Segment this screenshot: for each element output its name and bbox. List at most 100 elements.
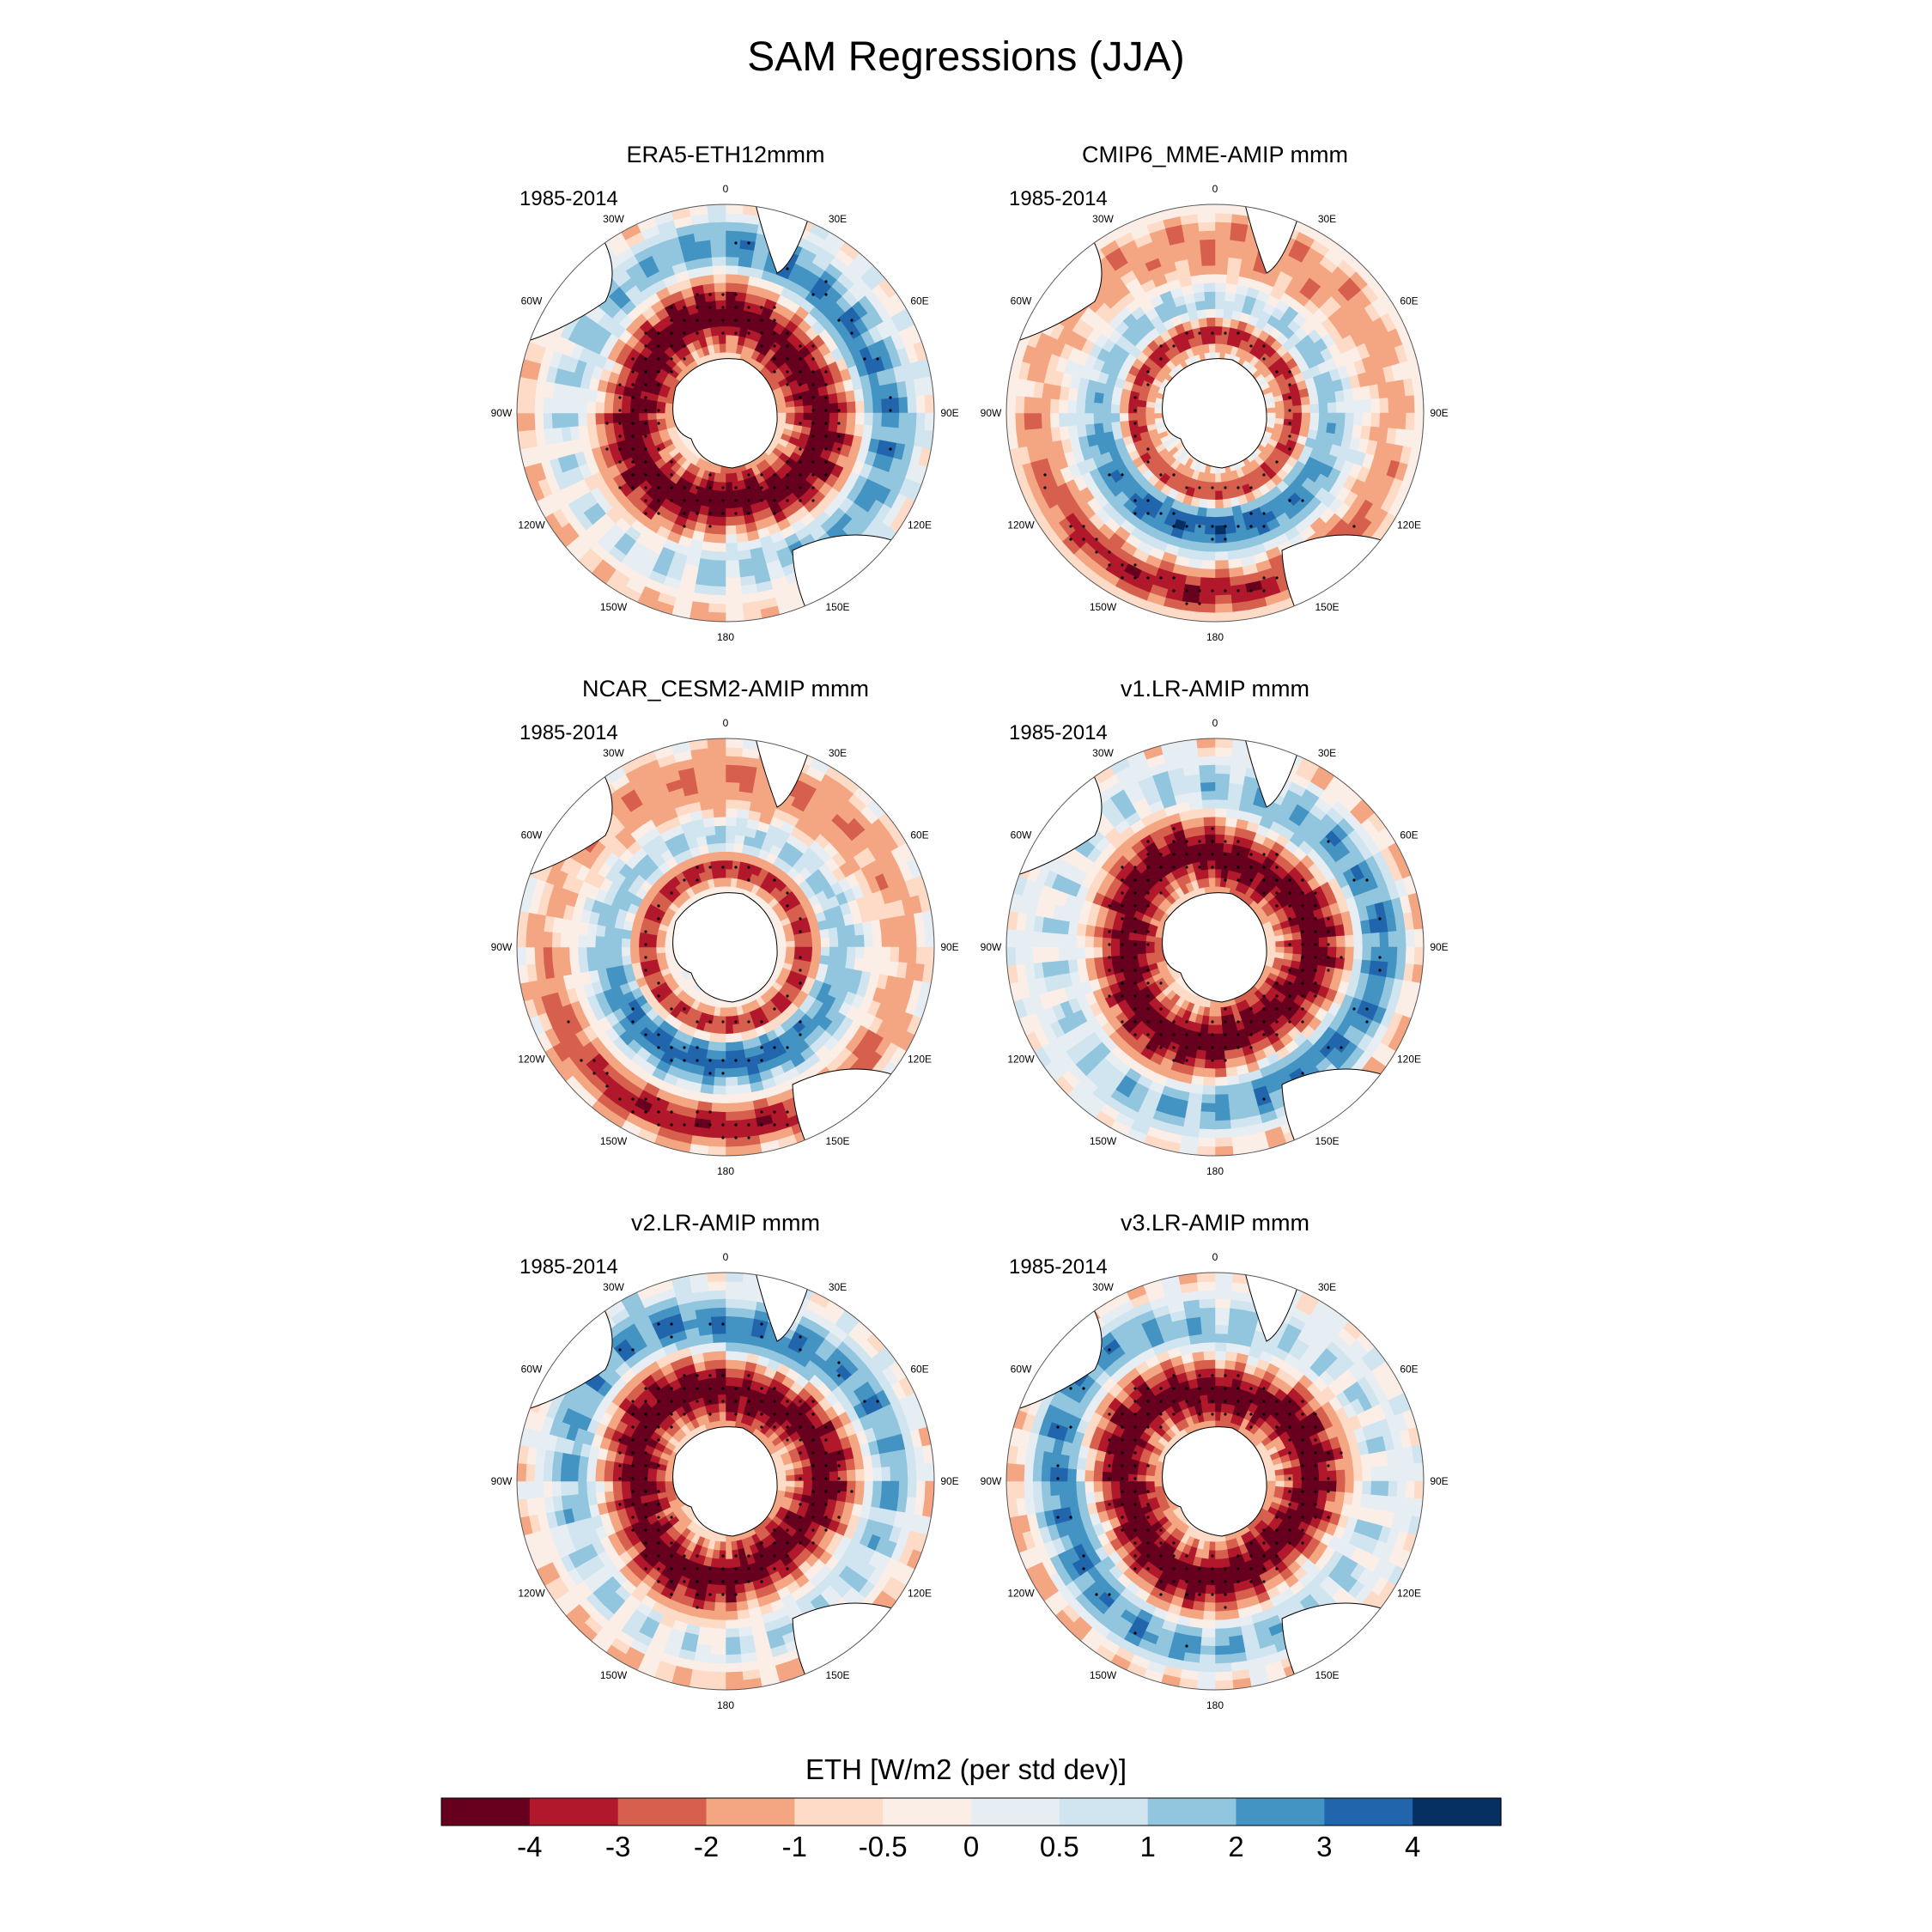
longitude-label: 180 [1206,631,1224,643]
period-label: 1985-2014 [1009,1255,1108,1279]
south-africa [755,1273,812,1342]
longitude-label: 90E [1430,1475,1448,1487]
longitude-label: 90E [1430,941,1448,953]
longitude-label: 180 [1206,1699,1224,1711]
longitude-label: 90W [491,941,513,953]
panel-title: v2.LR-AMIP mmm [631,1210,820,1236]
map-panel: 0 30E 60E 90E 120E 150E 180 150W 120W 90W 60W 30W 19… [491,142,959,643]
longitude-label: 150W [600,601,628,613]
colorbar-tick-label: 1 [1140,1831,1156,1862]
map-panel: 0 30E 60E 90E 120E 150E 180 150W 120W 90W 60W 30W 19… [491,1210,959,1711]
colorbar-swatch [971,1798,1060,1826]
longitude-label: 60E [1400,295,1418,307]
australia [792,1602,933,1690]
longitude-label: 60W [1011,829,1032,841]
longitude-label: 0 [723,717,729,729]
longitude-label: 90E [940,941,958,953]
colorbar-frame [440,1797,1502,1826]
longitude-label: 60E [910,295,928,307]
longitude-label: 120E [1397,1054,1421,1066]
colorbar-swatch [706,1798,795,1826]
significance-stipple [567,866,841,1139]
longitude-label: 120W [1007,1588,1035,1600]
map-panel: 0 30E 60E 90E 120E 150E 180 150W 120W 90W 60W 30W 19… [981,142,1449,643]
panel-title: v1.LR-AMIP mmm [1121,676,1309,702]
colorbar-tick-label: 0.5 [1040,1831,1079,1862]
antarctica [672,892,778,1003]
longitude-label: 150W [1090,1669,1117,1681]
colorbar-swatch [529,1798,619,1826]
colorbar-tick-label: 4 [1405,1831,1420,1862]
period-label: 1985-2014 [519,187,618,210]
longitude-label: 90E [1430,407,1448,419]
map-boundary [1005,204,1425,623]
australia [1281,1602,1422,1690]
longitude-label: 60W [521,829,543,841]
colorbar-tick-label: 2 [1228,1831,1243,1862]
colorbar-tick-label: -1 [782,1831,807,1862]
map-panel: 0 30E 60E 90E 120E 150E 180 150W 120W 90W 60W 30W 19… [491,676,959,1177]
significance-stipple [1108,827,1382,1101]
colorbar-swatch [1413,1798,1502,1826]
panel-title: CMIP6_MME-AMIP mmm [1082,142,1348,167]
south-africa [1244,1273,1302,1342]
longitude-label: 60W [1011,295,1032,307]
longitude-label: 30E [829,1281,847,1293]
colorbar-label: ETH [W/m2 (per std dev)] [805,1753,1127,1785]
period-label: 1985-2014 [519,721,618,744]
longitude-label: 180 [717,1699,734,1711]
longitude-label: 90W [491,1475,513,1487]
longitude-label: 30W [603,213,624,225]
longitude-label: 120W [518,1588,545,1600]
longitude-label: 90W [981,407,1002,419]
antarctica [672,1426,778,1537]
period-label: 1985-2014 [1009,721,1108,744]
longitude-label: 150E [825,601,849,613]
longitude-label: 30E [829,747,847,759]
longitude-label: 0 [723,183,729,195]
longitude-label: 30E [1318,1281,1336,1293]
longitude-label: 0 [1212,717,1218,729]
map-panel: 0 30E 60E 90E 120E 150E 180 150W 120W 90W 60W 30W 19… [981,676,1449,1177]
significance-stipple [1056,1348,1343,1648]
antarctica [672,358,778,469]
longitude-label: 150W [600,1135,628,1147]
colorbar-swatches [440,1797,1502,1826]
australia [792,534,933,622]
panel-title: v3.LR-AMIP mmm [1121,1210,1309,1236]
map-boundary [1005,738,1425,1157]
panel-title: NCAR_CESM2-AMIP mmm [582,676,869,702]
south-africa [1244,204,1302,274]
australia [1281,534,1422,622]
longitude-label: 60E [910,1364,928,1376]
longitude-label: 60E [910,829,928,841]
longitude-label: 120E [908,519,932,532]
colorbar-tick-label: -2 [694,1831,719,1862]
longitude-label: 30W [1092,1281,1114,1293]
longitude-label: 120E [908,1588,932,1600]
longitude-label: 150W [600,1669,628,1681]
panel-title: ERA5-ETH12mmm [626,142,824,167]
longitude-label: 60E [1400,1364,1418,1376]
longitude-label: 150E [1315,601,1339,613]
longitude-label: 150W [1090,601,1117,613]
colorbar-swatch [617,1798,708,1826]
map-boundary [516,738,935,1157]
map-boundary [516,204,935,623]
longitude-label: 120W [518,1054,545,1066]
antarctica [1162,358,1267,469]
significance-stipple [605,241,892,528]
colorbar: ETH [W/m2 (per std dev)] -4 -3 -2 -1 -0.5 0 0.… [440,1753,1502,1862]
longitude-label: 150E [825,1669,849,1681]
significance-stipple [592,1322,879,1609]
longitude-label: 180 [717,631,734,643]
longitude-label: 30W [1092,747,1114,759]
australia [792,1068,933,1156]
longitude-label: 30W [603,747,624,759]
colorbar-tick-label: 0 [963,1831,979,1862]
colorbar-tick-label: -4 [517,1831,542,1862]
colorbar-ticks: -4 -3 -2 -1 -0.5 0 0.5 1 2 3 4 [517,1831,1420,1862]
colorbar-swatch [794,1798,884,1826]
longitude-label: 30E [1318,747,1336,759]
